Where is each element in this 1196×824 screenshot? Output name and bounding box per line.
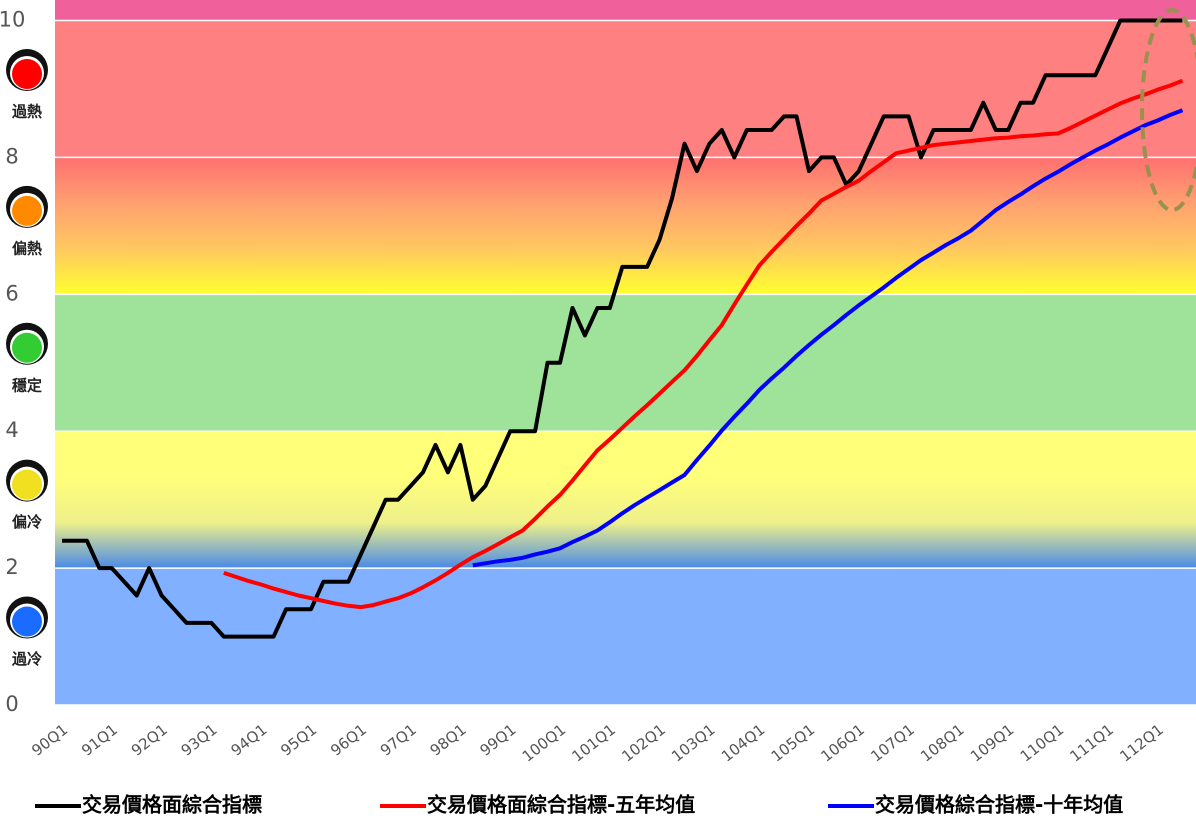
series-line bbox=[62, 18, 1183, 639]
zone-label: 穩定 bbox=[12, 376, 42, 394]
y-tick-label: 10 bbox=[0, 8, 25, 32]
x-tick-label: 108Q1 bbox=[917, 721, 967, 766]
x-tick-label: 97Q1 bbox=[377, 721, 420, 760]
zone-light bbox=[6, 322, 48, 365]
y-tick-label: 4 bbox=[5, 418, 18, 442]
lines bbox=[62, 18, 1184, 639]
zone-band bbox=[55, 431, 1196, 569]
zone-light bbox=[6, 459, 48, 502]
zone-label: 偏冷 bbox=[12, 513, 42, 531]
grid bbox=[55, 19, 1196, 706]
y-tick-label: 8 bbox=[5, 144, 18, 168]
zone-light bbox=[6, 48, 48, 91]
x-tick-label: 94Q1 bbox=[227, 721, 270, 760]
zone-light bbox=[6, 185, 48, 228]
series-line bbox=[223, 78, 1184, 610]
zone-light bbox=[6, 596, 48, 639]
x-tick-label: 109Q1 bbox=[967, 721, 1017, 766]
series-line bbox=[472, 108, 1184, 568]
x-tick-label: 100Q1 bbox=[519, 721, 569, 766]
x-tick-label: 103Q1 bbox=[668, 721, 718, 766]
x-tick-label: 111Q1 bbox=[1067, 721, 1117, 766]
y-tick-label: 2 bbox=[5, 555, 18, 579]
zone-label: 過冷 bbox=[11, 650, 42, 668]
legend-label: 交易價格面綜合指標 bbox=[82, 793, 262, 817]
x-tick-label: 98Q1 bbox=[427, 721, 470, 760]
legend-label: 交易價格面綜合指標-五年均值 bbox=[427, 793, 695, 817]
zone-band bbox=[55, 20, 1196, 158]
x-tick-label: 112Q1 bbox=[1116, 721, 1166, 766]
x-tick-label: 93Q1 bbox=[178, 721, 221, 760]
zone-band bbox=[55, 294, 1196, 432]
x-tick-label: 104Q1 bbox=[718, 721, 768, 766]
zone-band bbox=[55, 0, 1196, 21]
x-tick-label: 101Q1 bbox=[569, 721, 619, 766]
x-tick-label: 107Q1 bbox=[867, 721, 917, 766]
x-tick-label: 102Q1 bbox=[618, 721, 668, 766]
zone-label: 過熱 bbox=[11, 102, 42, 120]
x-tick-label: 91Q1 bbox=[78, 721, 121, 760]
y-tick-label: 6 bbox=[5, 281, 18, 305]
x-tick-label: 110Q1 bbox=[1017, 721, 1067, 766]
x-tick-label: 95Q1 bbox=[277, 721, 320, 760]
zone-label: 偏熱 bbox=[12, 239, 42, 257]
zone-band bbox=[55, 157, 1196, 295]
x-tick-label: 106Q1 bbox=[818, 721, 868, 766]
zones bbox=[55, 0, 1196, 705]
legend-label: 交易價格綜合指標-十年均值 bbox=[875, 793, 1123, 817]
highlight-ellipse bbox=[1140, 8, 1196, 212]
x-tick-label: 92Q1 bbox=[128, 721, 171, 760]
x-tick-label: 96Q1 bbox=[327, 721, 370, 760]
x-tick-label: 105Q1 bbox=[768, 721, 818, 766]
x-tick-label: 99Q1 bbox=[476, 721, 519, 760]
x-tick-label: 90Q1 bbox=[28, 721, 71, 760]
y-tick-label: 0 bbox=[5, 692, 18, 716]
